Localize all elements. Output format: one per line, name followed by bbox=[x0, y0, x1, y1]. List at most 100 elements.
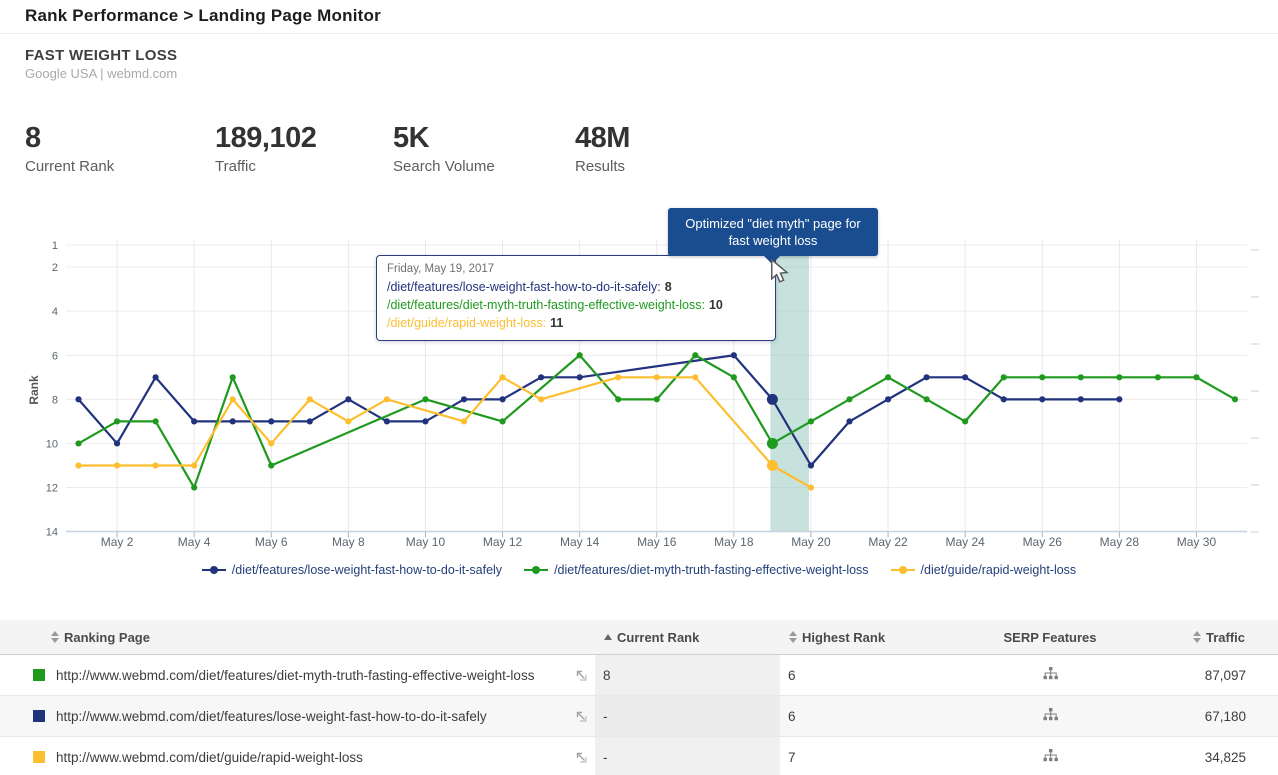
highest-rank-cell: 7 bbox=[780, 737, 962, 775]
ranking-pages-table: Ranking Page Current Rank Highest Rank bbox=[0, 620, 1278, 775]
svg-text:May 2: May 2 bbox=[101, 535, 134, 549]
svg-text:May 14: May 14 bbox=[560, 535, 600, 549]
table-row[interactable]: http://www.webmd.com/diet/guide/rapid-we… bbox=[0, 737, 1278, 775]
page-header: Rank Performance > Landing Page Monitor bbox=[0, 0, 1278, 34]
svg-text:May 4: May 4 bbox=[178, 535, 211, 549]
series-color-swatch bbox=[33, 669, 45, 681]
table-header-row: Ranking Page Current Rank Highest Rank bbox=[0, 620, 1278, 655]
legend-item[interactable]: /diet/features/diet-myth-truth-fasting-e… bbox=[524, 563, 868, 577]
stat-value: 5K bbox=[393, 122, 575, 154]
current-rank-cell: - bbox=[595, 696, 780, 737]
column-label: Current Rank bbox=[617, 630, 699, 645]
tooltip-series-value: 11 bbox=[550, 316, 563, 330]
legend-item[interactable]: /diet/guide/rapid-weight-loss bbox=[891, 563, 1077, 577]
series-swatch-cell bbox=[0, 655, 55, 696]
column-label: Traffic bbox=[1206, 630, 1245, 645]
svg-text:May 8: May 8 bbox=[332, 535, 365, 549]
column-header-current-rank[interactable]: Current Rank bbox=[595, 620, 780, 655]
series-marker-icon bbox=[891, 565, 915, 575]
ranking-page-cell: http://www.webmd.com/diet/guide/rapid-we… bbox=[55, 737, 595, 775]
svg-text:May 22: May 22 bbox=[868, 535, 908, 549]
tooltip-row: /diet/features/lose-weight-fast-how-to-d… bbox=[387, 278, 765, 296]
tooltip-row: /diet/guide/rapid-weight-loss:11 bbox=[387, 314, 765, 332]
keyword-subtitle: Google USA | webmd.com bbox=[25, 66, 177, 81]
tooltip-series-label: /diet/features/lose-weight-fast-how-to-d… bbox=[387, 280, 661, 294]
tooltip-date: Friday, May 19, 2017 bbox=[387, 263, 765, 275]
sitemap-icon[interactable] bbox=[1043, 708, 1058, 721]
tooltip-series-label: /diet/features/diet-myth-truth-fasting-e… bbox=[387, 298, 705, 312]
traffic-cell: 87,097 bbox=[1138, 655, 1278, 696]
legend-item[interactable]: /diet/features/lose-weight-fast-how-to-d… bbox=[202, 563, 502, 577]
sitemap-icon[interactable] bbox=[1043, 749, 1058, 762]
stat-label: Traffic bbox=[215, 158, 393, 175]
column-header-traffic[interactable]: Traffic bbox=[1138, 620, 1278, 655]
stat-label: Current Rank bbox=[25, 158, 215, 175]
tooltip-row: /diet/features/diet-myth-truth-fasting-e… bbox=[387, 296, 765, 314]
stat-value: 48M bbox=[575, 122, 630, 154]
svg-text:May 30: May 30 bbox=[1177, 535, 1217, 549]
column-label: SERP Features bbox=[1004, 630, 1097, 645]
svg-text:May 18: May 18 bbox=[714, 535, 754, 549]
svg-text:Rank: Rank bbox=[27, 375, 41, 405]
serp-features-cell bbox=[962, 696, 1138, 737]
column-header-serp-features: SERP Features bbox=[962, 620, 1138, 655]
sort-updown-icon[interactable] bbox=[789, 631, 797, 643]
ranking-page-cell: http://www.webmd.com/diet/features/diet-… bbox=[55, 655, 595, 696]
chart-legend: /diet/features/lose-weight-fast-how-to-d… bbox=[0, 563, 1278, 577]
stats-row: 8 Current Rank 189,102 Traffic 5K Search… bbox=[25, 122, 630, 175]
legend-label: /diet/features/lose-weight-fast-how-to-d… bbox=[232, 563, 502, 577]
rank-chart[interactable]: 12468101214May 2May 4May 6May 8May 10May… bbox=[0, 195, 1278, 560]
tooltip-series-value: 8 bbox=[665, 280, 672, 294]
traffic-cell: 67,180 bbox=[1138, 696, 1278, 737]
series-swatch-cell bbox=[0, 696, 55, 737]
annotation-line1: Optimized "diet myth" page for bbox=[678, 215, 868, 232]
highest-rank-cell: 6 bbox=[780, 696, 962, 737]
svg-text:8: 8 bbox=[52, 394, 58, 406]
sitemap-icon[interactable] bbox=[1043, 667, 1058, 680]
svg-text:1: 1 bbox=[52, 240, 58, 252]
svg-text:2: 2 bbox=[52, 262, 58, 274]
sort-updown-icon[interactable] bbox=[1193, 631, 1201, 643]
external-link-icon[interactable] bbox=[575, 710, 588, 723]
svg-text:May 12: May 12 bbox=[483, 535, 523, 549]
stat-results: 48M Results bbox=[575, 122, 630, 175]
svg-text:May 20: May 20 bbox=[791, 535, 831, 549]
page-title: Rank Performance > Landing Page Monitor bbox=[25, 6, 381, 26]
column-label: Ranking Page bbox=[64, 630, 150, 645]
current-rank-cell: 8 bbox=[595, 655, 780, 696]
table-row[interactable]: http://www.webmd.com/diet/features/diet-… bbox=[0, 655, 1278, 696]
column-header-highest-rank[interactable]: Highest Rank bbox=[780, 620, 962, 655]
svg-text:May 24: May 24 bbox=[945, 535, 985, 549]
ranking-page-url[interactable]: http://www.webmd.com/diet/guide/rapid-we… bbox=[56, 750, 575, 765]
highest-rank-cell: 6 bbox=[780, 655, 962, 696]
stat-current-rank: 8 Current Rank bbox=[25, 122, 215, 175]
svg-text:May 10: May 10 bbox=[406, 535, 446, 549]
series-marker-icon bbox=[524, 565, 548, 575]
svg-text:10: 10 bbox=[46, 438, 58, 450]
chart-annotation[interactable]: Optimized "diet myth" page for fast weig… bbox=[668, 208, 878, 256]
svg-text:May 6: May 6 bbox=[255, 535, 288, 549]
series-color-swatch bbox=[33, 751, 45, 763]
stat-value: 8 bbox=[25, 122, 215, 154]
legend-label: /diet/guide/rapid-weight-loss bbox=[921, 563, 1077, 577]
sort-up-icon[interactable] bbox=[604, 634, 612, 640]
svg-text:May 16: May 16 bbox=[637, 535, 677, 549]
stat-search-volume: 5K Search Volume bbox=[393, 122, 575, 175]
tooltip-series-value: 10 bbox=[709, 298, 723, 312]
external-link-icon[interactable] bbox=[575, 669, 588, 682]
svg-text:May 26: May 26 bbox=[1023, 535, 1063, 549]
stat-label: Results bbox=[575, 158, 630, 175]
rank-chart-canvas[interactable]: 12468101214May 2May 4May 6May 8May 10May… bbox=[0, 195, 1278, 560]
chart-tooltip: Friday, May 19, 2017 /diet/features/lose… bbox=[376, 255, 776, 341]
ranking-page-url[interactable]: http://www.webmd.com/diet/features/lose-… bbox=[56, 709, 575, 724]
series-marker-icon bbox=[202, 565, 226, 575]
external-link-icon[interactable] bbox=[575, 751, 588, 764]
table-row[interactable]: http://www.webmd.com/diet/features/lose-… bbox=[0, 696, 1278, 737]
sort-updown-icon[interactable] bbox=[51, 631, 59, 643]
stat-value: 189,102 bbox=[215, 122, 393, 154]
column-header-ranking-page[interactable]: Ranking Page bbox=[0, 620, 595, 655]
landing-page-monitor: Rank Performance > Landing Page Monitor … bbox=[0, 0, 1278, 775]
serp-features-cell bbox=[962, 655, 1138, 696]
ranking-page-url[interactable]: http://www.webmd.com/diet/features/diet-… bbox=[56, 668, 575, 683]
traffic-cell: 34,825 bbox=[1138, 737, 1278, 775]
